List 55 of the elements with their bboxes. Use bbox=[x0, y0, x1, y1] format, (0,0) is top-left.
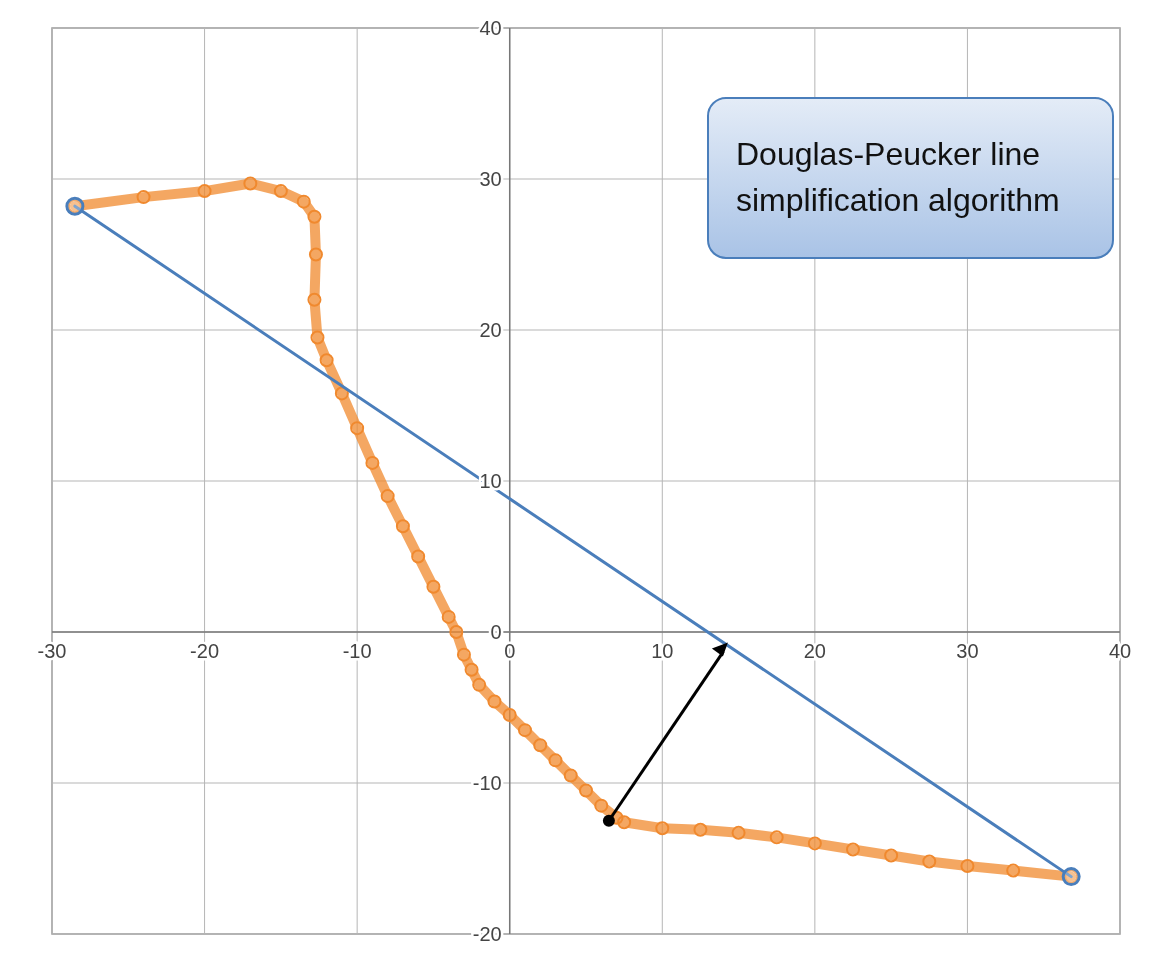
point bbox=[365, 455, 380, 470]
point bbox=[960, 859, 975, 874]
point bbox=[533, 738, 548, 753]
point bbox=[307, 209, 322, 224]
point bbox=[1006, 863, 1021, 878]
x-tick-label: 40 bbox=[1108, 640, 1132, 662]
point bbox=[579, 783, 593, 798]
point bbox=[464, 662, 479, 677]
point bbox=[807, 836, 822, 851]
point bbox=[655, 821, 670, 836]
point bbox=[731, 825, 746, 840]
point bbox=[441, 609, 456, 624]
annotation: Douglas-Peucker line simplification algorithm bbox=[736, 136, 1060, 218]
point bbox=[517, 723, 532, 738]
x-tick-label: -20 bbox=[190, 640, 220, 662]
y-tick-label: -20 bbox=[472, 923, 502, 945]
y-tick-label: 40 bbox=[479, 17, 502, 39]
point bbox=[296, 194, 311, 209]
point bbox=[693, 822, 708, 837]
point bbox=[197, 184, 212, 199]
x-tick-label: 10 bbox=[651, 640, 674, 662]
point bbox=[334, 386, 349, 401]
point bbox=[395, 519, 410, 534]
point bbox=[769, 830, 784, 845]
point bbox=[617, 815, 632, 830]
point bbox=[380, 489, 395, 504]
point bbox=[243, 176, 258, 191]
x-tick-label: 30 bbox=[956, 640, 979, 662]
x-tick-label: 20 bbox=[803, 640, 826, 662]
point bbox=[922, 854, 937, 869]
point bbox=[609, 810, 624, 825]
point bbox=[884, 848, 899, 863]
point bbox=[308, 247, 323, 262]
x-tick-label: -10 bbox=[342, 640, 372, 662]
point bbox=[487, 694, 502, 709]
point bbox=[310, 330, 325, 345]
point bbox=[273, 184, 288, 199]
y-tick-label: -10 bbox=[472, 772, 502, 794]
point bbox=[319, 353, 334, 368]
point bbox=[456, 647, 471, 662]
point bbox=[411, 549, 426, 564]
point bbox=[502, 708, 517, 723]
point bbox=[472, 677, 487, 692]
point bbox=[594, 798, 609, 813]
point bbox=[563, 768, 578, 783]
point bbox=[426, 579, 441, 594]
point bbox=[307, 292, 322, 307]
point bbox=[846, 842, 860, 857]
point bbox=[136, 190, 151, 205]
point bbox=[449, 625, 464, 639]
y-tick-label: 20 bbox=[479, 319, 502, 341]
y-tick-label: 30 bbox=[479, 168, 502, 190]
x-tick-label: -30 bbox=[37, 640, 67, 662]
point bbox=[548, 753, 563, 768]
point bbox=[350, 421, 365, 436]
